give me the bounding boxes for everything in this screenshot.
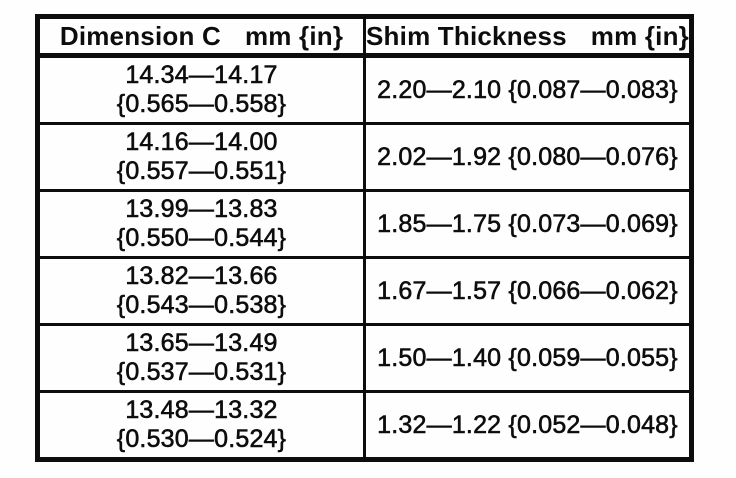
shim-thickness-cell: 1.85—1.75 {0.073—0.069}	[363, 189, 693, 259]
header-row: Dimension C mm {in} Shim Thickness mm {in}	[36, 15, 693, 58]
dimension-c-cell: 14.34—14.17 {0.565—0.558}	[36, 54, 366, 125]
shim-thickness-cell: 1.67—1.57 {0.066—0.062}	[363, 256, 693, 326]
table-row: 13.82—13.66 {0.543—0.538} 1.67—1.57 {0.0…	[36, 256, 693, 326]
header-shim-thickness-unit: mm {in}	[590, 20, 689, 51]
header-shim-thickness-label: Shim Thickness	[366, 20, 567, 51]
shim-thickness-cell: 2.20—2.10 {0.087—0.083}	[363, 54, 693, 125]
dimension-in-range: {0.557—0.551}	[116, 157, 287, 186]
dimension-in-range: {0.565—0.558}	[116, 90, 287, 119]
dimension-mm-range: 13.99—13.83	[125, 195, 278, 224]
dimension-mm-range: 13.65—13.49	[125, 329, 278, 358]
header-dimension-c: Dimension C mm {in}	[36, 15, 366, 58]
table-row: 13.48—13.32 {0.530—0.524} 1.32—1.22 {0.0…	[36, 390, 693, 461]
table-body: 14.34—14.17 {0.565—0.558} 2.20—2.10 {0.0…	[36, 54, 693, 461]
dimension-c-cell: 13.82—13.66 {0.543—0.538}	[36, 256, 366, 326]
header-dimension-c-unit: mm {in}	[244, 20, 344, 51]
dimension-c-cell: 13.99—13.83 {0.550—0.544}	[36, 189, 366, 259]
dimension-mm-range: 14.34—14.17	[125, 61, 278, 90]
dimension-in-range: {0.530—0.524}	[116, 425, 287, 454]
shim-thickness-cell: 1.50—1.40 {0.059—0.055}	[363, 323, 693, 393]
shim-thickness-cell: 2.02—1.92 {0.080—0.076}	[363, 122, 693, 192]
table-row: 14.34—14.17 {0.565—0.558} 2.20—2.10 {0.0…	[36, 54, 693, 125]
dimension-in-range: {0.543—0.538}	[116, 291, 287, 320]
table-row: 14.16—14.00 {0.557—0.551} 2.02—1.92 {0.0…	[36, 122, 693, 192]
table-row: 13.99—13.83 {0.550—0.544} 1.85—1.75 {0.0…	[36, 189, 693, 259]
shim-thickness-table: Dimension C mm {in} Shim Thickness mm {in}…	[35, 14, 694, 462]
dimension-in-range: {0.550—0.544}	[116, 224, 287, 253]
dimension-mm-range: 13.48—13.32	[125, 396, 278, 425]
dimension-in-range: {0.537—0.531}	[116, 358, 287, 387]
header-shim-thickness: Shim Thickness mm {in}	[363, 15, 693, 58]
table-header: Dimension C mm {in} Shim Thickness mm {in}	[36, 15, 693, 58]
dimension-mm-range: 13.82—13.66	[125, 262, 278, 291]
dimension-c-cell: 13.48—13.32 {0.530—0.524}	[36, 390, 366, 461]
dimension-mm-range: 14.16—14.00	[125, 128, 278, 157]
header-dimension-c-label: Dimension C	[59, 20, 221, 51]
dimension-c-cell: 13.65—13.49 {0.537—0.531}	[36, 323, 366, 393]
table-row: 13.65—13.49 {0.537—0.531} 1.50—1.40 {0.0…	[36, 323, 693, 393]
dimension-c-cell: 14.16—14.00 {0.557—0.551}	[36, 122, 366, 192]
shim-thickness-cell: 1.32—1.22 {0.052—0.048}	[363, 390, 693, 461]
